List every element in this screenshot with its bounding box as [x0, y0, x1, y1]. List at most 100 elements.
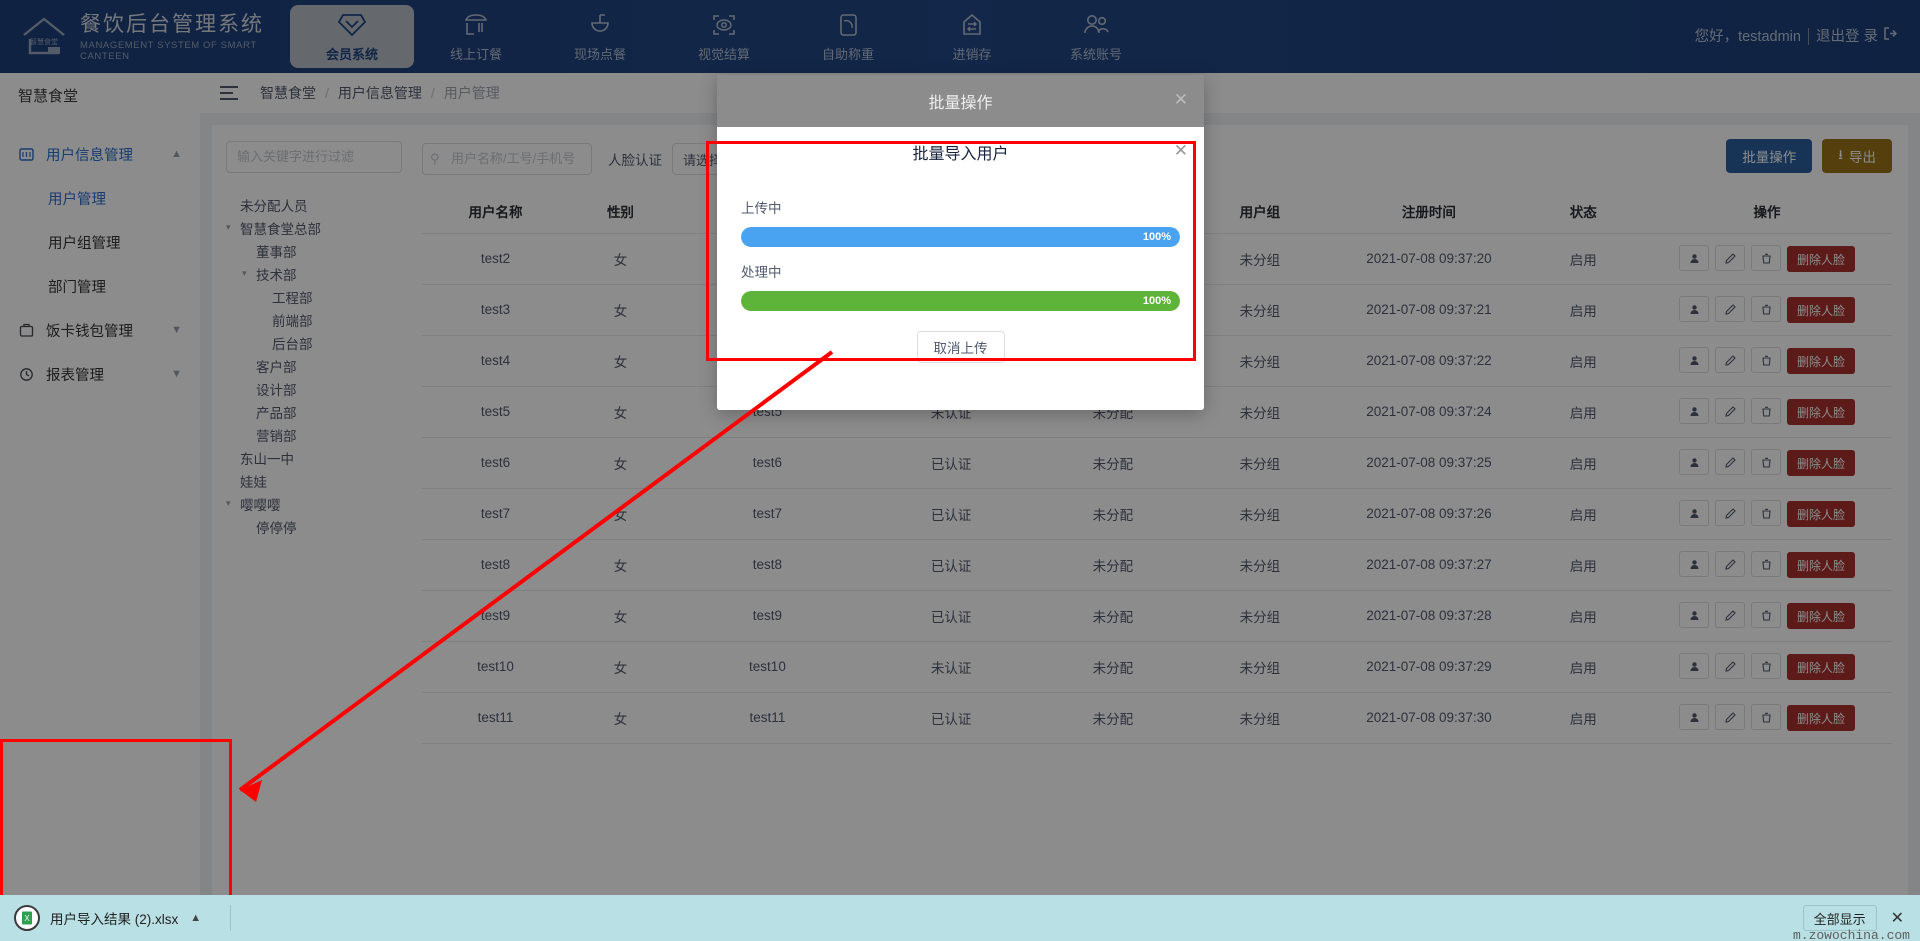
chevron-down-icon[interactable]: ▾	[242, 268, 247, 278]
row-edit-button[interactable]	[1715, 449, 1746, 475]
sidebar-subitem-user-manage[interactable]: 用户管理	[0, 176, 200, 220]
delete-face-button[interactable]: 删除人脸	[1787, 399, 1856, 425]
tree-node[interactable]: ▾产品部	[226, 400, 402, 423]
tree-node[interactable]: ▾ 嘤嘤嘤	[226, 492, 402, 515]
row-delete-button[interactable]	[1751, 398, 1782, 424]
batch-operation-dialog-header: 批量操作 ✕	[717, 75, 1204, 127]
close-icon[interactable]: ✕	[1890, 910, 1904, 927]
row-delete-button[interactable]	[1751, 245, 1782, 271]
row-detail-button[interactable]	[1679, 500, 1710, 526]
tree-node[interactable]: ▾设计部	[226, 377, 402, 400]
nav-item-member-system[interactable]: 会员系统	[290, 5, 414, 68]
nav-item-self-weighing[interactable]: 自助称重	[786, 0, 910, 73]
tree-node[interactable]: ▾营销部	[226, 423, 402, 446]
chevron-down-icon[interactable]: ▾	[226, 498, 231, 508]
nav-item-visual-settle[interactable]: 视觉结算	[662, 0, 786, 73]
row-edit-button[interactable]	[1715, 704, 1746, 730]
row-edit-button[interactable]	[1715, 551, 1746, 577]
hamburger-icon[interactable]	[220, 86, 238, 100]
table-row[interactable]: test10 女 test10 未认证 未分配 未分组 2021-07-08 09:37:2…	[422, 641, 1892, 693]
search-input[interactable]: 用户名称/工号/手机号	[422, 143, 592, 175]
row-edit-button[interactable]	[1715, 398, 1746, 424]
nav-item-online-order[interactable]: 线上订餐	[414, 0, 538, 73]
tree-node[interactable]: ▾停停停	[226, 515, 402, 538]
row-detail-button[interactable]	[1679, 653, 1710, 679]
row-detail-button[interactable]	[1679, 245, 1710, 271]
diamond-chevron-icon	[337, 11, 367, 39]
download-item[interactable]: X 用户导入结果 (2).xlsx ▲	[0, 905, 230, 931]
table-row[interactable]: test8 女 test8 已认证 未分配 未分组 2021-07-08 09:37:27 启…	[422, 539, 1892, 591]
row-detail-button[interactable]	[1679, 449, 1710, 475]
row-edit-button[interactable]	[1715, 653, 1746, 679]
table-cell-time: 2021-07-08 09:37:21	[1333, 284, 1525, 336]
row-edit-button[interactable]	[1715, 245, 1746, 271]
tree-node[interactable]: ▾客户部	[226, 354, 402, 377]
row-detail-button[interactable]	[1679, 602, 1710, 628]
table-cell-group: 未分组	[1186, 335, 1334, 387]
table-row[interactable]: test7 女 test7 已认证 未分配 未分组 2021-07-08 09:37:26 启…	[422, 488, 1892, 540]
show-all-downloads-button[interactable]: 全部显示	[1802, 905, 1877, 931]
delete-face-button[interactable]: 删除人脸	[1787, 501, 1856, 527]
sidebar-subitem-department[interactable]: 部门管理	[0, 264, 200, 308]
row-delete-button[interactable]	[1751, 449, 1782, 475]
sidebar-subitem-user-group[interactable]: 用户组管理	[0, 220, 200, 264]
cancel-upload-button[interactable]: 取消上传	[916, 331, 1005, 363]
close-icon[interactable]: ✕	[1173, 141, 1188, 160]
tree-node[interactable]: ▾ 技术部	[226, 262, 402, 285]
row-delete-button[interactable]	[1751, 602, 1782, 628]
row-delete-button[interactable]	[1751, 551, 1782, 577]
row-detail-button[interactable]	[1679, 398, 1710, 424]
row-delete-button[interactable]	[1751, 653, 1782, 679]
close-icon[interactable]: ✕	[1173, 90, 1188, 109]
row-delete-button[interactable]	[1751, 704, 1782, 730]
row-detail-button[interactable]	[1679, 704, 1710, 730]
delete-face-button[interactable]: 删除人脸	[1787, 705, 1856, 731]
row-detail-button[interactable]	[1679, 296, 1710, 322]
nav-item-inventory[interactable]: 进销存	[910, 0, 1034, 73]
table-row[interactable]: test11 女 test11 已认证 未分配 未分组 2021-07-08 09:37:3…	[422, 692, 1892, 744]
logout-link[interactable]: 退出登 录	[1815, 28, 1878, 45]
breadcrumb-item-0[interactable]: 智慧食堂	[260, 85, 316, 101]
chevron-down-icon[interactable]: ▾	[226, 222, 231, 232]
row-delete-button[interactable]	[1751, 296, 1782, 322]
tree-node[interactable]: ▾未分配人员	[226, 193, 402, 216]
tree-node[interactable]: ▾董事部	[226, 239, 402, 262]
row-detail-button[interactable]	[1679, 347, 1710, 373]
delete-face-button[interactable]: 删除人脸	[1787, 348, 1856, 374]
sidebar-item-wallet[interactable]: 饭卡钱包管理 ▼	[0, 308, 200, 352]
tree-node[interactable]: ▾前端部	[226, 308, 402, 331]
table-row[interactable]: test9 女 test9 已认证 未分配 未分组 2021-07-08 09:37:28 启…	[422, 590, 1892, 642]
tree-node[interactable]: ▾后台部	[226, 331, 402, 354]
row-edit-button[interactable]	[1715, 296, 1746, 322]
delete-face-button[interactable]: 删除人脸	[1787, 603, 1856, 629]
row-edit-button[interactable]	[1715, 602, 1746, 628]
sidebar-item-user-info[interactable]: 用户信息管理 ▲	[0, 132, 200, 176]
tree-node[interactable]: ▾工程部	[226, 285, 402, 308]
tree-node[interactable]: ▾东山一中	[226, 446, 402, 469]
export-button[interactable]: ⭳ 导出	[1822, 139, 1892, 173]
logout-icon[interactable]	[1883, 26, 1898, 48]
chevron-up-icon[interactable]: ▲	[190, 912, 202, 924]
tree-node[interactable]: ▾ 智慧食堂总部	[226, 216, 402, 239]
table-row[interactable]: test6 女 test6 已认证 未分配 未分组 2021-07-08 09:37:25 启…	[422, 437, 1892, 489]
nav-label: 系统账号	[1069, 46, 1122, 62]
nav-item-system-account[interactable]: 系统账号	[1034, 0, 1158, 73]
bowl-icon	[586, 11, 614, 39]
tree-node[interactable]: ▾娃娃	[226, 469, 402, 492]
tree-filter-input[interactable]: 输入关键字进行过滤	[226, 141, 402, 173]
row-delete-button[interactable]	[1751, 347, 1782, 373]
row-delete-button[interactable]	[1751, 500, 1782, 526]
row-detail-button[interactable]	[1679, 551, 1710, 577]
delete-face-button[interactable]: 删除人脸	[1787, 246, 1856, 272]
breadcrumb-item-1[interactable]: 用户信息管理	[337, 85, 422, 101]
row-edit-button[interactable]	[1715, 347, 1746, 373]
delete-face-button[interactable]: 删除人脸	[1787, 297, 1856, 323]
row-edit-button[interactable]	[1715, 500, 1746, 526]
delete-face-button[interactable]: 删除人脸	[1787, 450, 1856, 476]
delete-face-button[interactable]: 删除人脸	[1787, 654, 1856, 680]
batch-operation-button[interactable]: 批量操作	[1726, 139, 1813, 173]
delete-face-button[interactable]: 删除人脸	[1787, 552, 1856, 578]
nav-item-onsite-order[interactable]: 现场点餐	[538, 0, 662, 73]
upload-progress-percent: 100%	[1142, 231, 1171, 243]
sidebar-item-report[interactable]: 报表管理 ▼	[0, 352, 200, 396]
